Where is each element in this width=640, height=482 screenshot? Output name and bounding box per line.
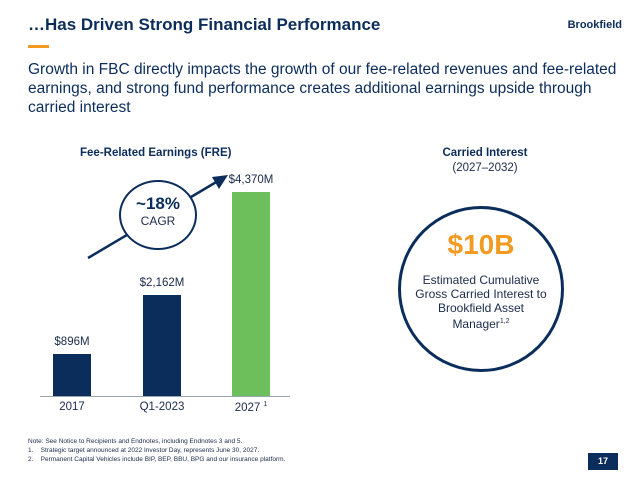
fre-x-tick-label-2: 2027 1	[234, 401, 268, 414]
carried-interest-footnote-marks: 1,2	[499, 318, 510, 325]
cagr-label: CAGR	[140, 214, 176, 228]
fre-bar-2	[232, 191, 270, 396]
cagr-value: ~18%	[136, 194, 180, 213]
slide-subtitle: Growth in FBC directly impacts the growt…	[28, 61, 617, 116]
fre-chart-title: Fee-Related Earnings (FRE)	[80, 147, 232, 159]
title-accent-bar	[28, 45, 49, 48]
fre-bar-0	[53, 354, 91, 396]
fre-x-tick-label-1: Q1-2023	[139, 401, 185, 413]
carried-interest-title: Carried Interest	[442, 147, 528, 159]
carried-interest-description-text: Estimated Cumulative Gross Carried Inter…	[415, 273, 547, 331]
slide-title: …Has Driven Strong Financial Performance	[28, 15, 381, 34]
fre-bar-value-label-0: $896M	[54, 336, 90, 349]
carried-interest-description: Estimated Cumulative Gross Carried Inter…	[411, 273, 551, 331]
footnotes: Note: See Notice to Recipients and Endno…	[28, 437, 508, 464]
brand-logo-text: Brookfield	[567, 19, 622, 31]
footnote-note: Note: See Notice to Recipients and Endno…	[28, 438, 243, 445]
fre-x-tick-footnote-2: 1	[263, 401, 268, 408]
page-number: 17	[588, 453, 618, 470]
fre-bar-1	[143, 294, 181, 396]
chart-baseline	[40, 396, 290, 397]
carried-interest-period: (2027–2032)	[452, 162, 518, 174]
carried-interest-circle: $10B Estimated Cumulative Gross Carried …	[398, 206, 564, 372]
fre-x-tick-label-0: 2017	[59, 401, 85, 413]
fre-bar-value-label-2: $4,370M	[228, 173, 274, 186]
carried-interest-value: $10B	[447, 229, 515, 260]
cagr-badge: ~18% CAGR	[119, 180, 197, 250]
footnote-2: 2. Permanent Capital Vehicles include BI…	[28, 456, 286, 463]
footnote-1: 1. Strategic target announced at 2022 In…	[28, 447, 260, 454]
fre-bar-value-label-1: $2,162M	[139, 276, 185, 289]
